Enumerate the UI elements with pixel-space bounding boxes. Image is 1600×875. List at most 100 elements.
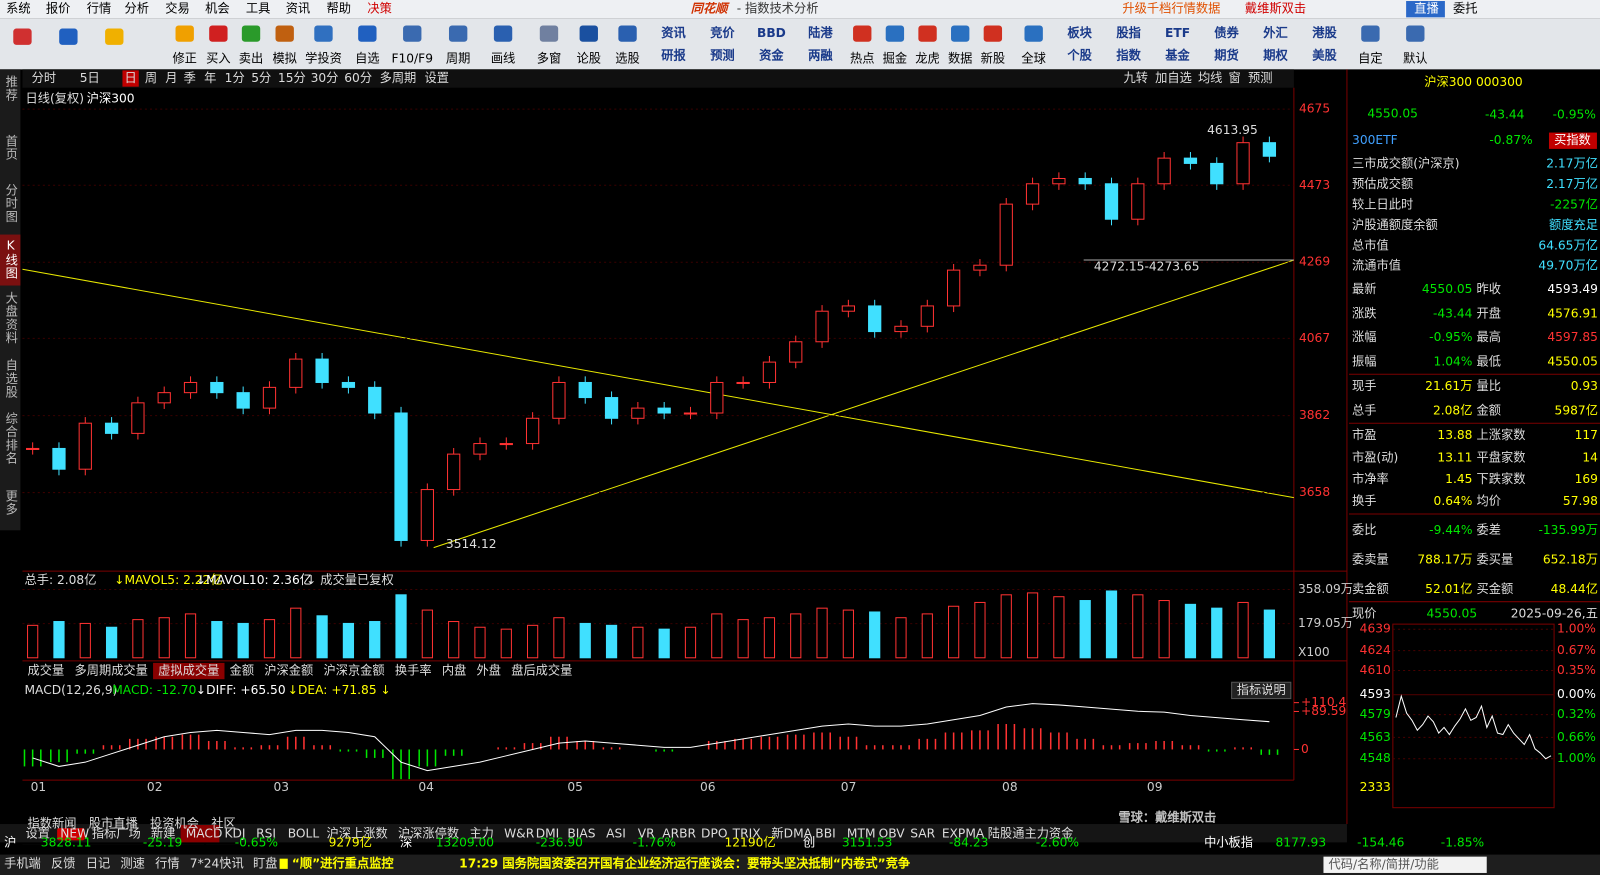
period-tab[interactable]: 季 xyxy=(184,71,196,85)
help-button[interactable]: 指标说明 xyxy=(1237,682,1286,697)
tool-button[interactable]: 模拟 xyxy=(272,52,296,66)
grid-button[interactable]: ETF xyxy=(1165,26,1190,40)
period-tab[interactable]: 5分 xyxy=(251,71,271,85)
grid-button[interactable]: 指数 xyxy=(1116,48,1141,63)
menu-item[interactable]: 报价 xyxy=(46,1,70,16)
grid-button[interactable]: BBD xyxy=(757,26,786,40)
chart-tool[interactable]: 加自选 xyxy=(1155,71,1192,85)
indicator-tab[interactable]: MACD xyxy=(186,827,223,841)
top-link[interactable]: 戴维斯双击 xyxy=(1245,1,1306,16)
side-tab[interactable]: 分时图 xyxy=(4,183,18,223)
indicator-tab[interactable]: SAR xyxy=(910,827,935,841)
indicator-tab[interactable]: VR xyxy=(638,827,655,841)
menu-item[interactable]: 系统 xyxy=(6,2,30,16)
period-tab[interactable]: 15分 xyxy=(278,71,306,85)
tool-button[interactable]: 龙虎 xyxy=(915,52,939,66)
search-box[interactable] xyxy=(1323,856,1487,873)
menu-item[interactable]: 决策 xyxy=(367,1,391,16)
volume-tab[interactable]: 换手率 xyxy=(395,663,432,678)
tool-button[interactable]: 多窗 xyxy=(537,52,561,66)
volume-tab[interactable]: 多周期成交量 xyxy=(74,663,147,678)
chart-tool[interactable]: 九转 xyxy=(1123,70,1147,85)
indicator-tab[interactable]: DPO xyxy=(701,827,727,841)
status-item[interactable]: 行情 xyxy=(155,856,179,870)
period-tab[interactable]: 周 xyxy=(145,71,157,85)
grid-button[interactable]: 资金 xyxy=(759,48,784,63)
side-tab[interactable]: 更多 xyxy=(4,490,18,517)
menu-item[interactable]: 行情 xyxy=(87,2,111,16)
volume-tab[interactable]: 外盘 xyxy=(477,663,501,678)
menu-item[interactable]: 交易 xyxy=(165,1,189,16)
volume-tab[interactable]: 金额 xyxy=(230,663,254,678)
tool-button[interactable]: 全球 xyxy=(1021,51,1045,66)
volume-tab[interactable]: 沪深金额 xyxy=(264,663,313,678)
top-link[interactable]: 直播 xyxy=(1414,2,1438,16)
indicator-tab[interactable]: 主力 xyxy=(469,827,493,841)
tool-button[interactable]: 选股 xyxy=(615,52,639,66)
tool-button[interactable]: 新股 xyxy=(981,51,1005,66)
indicator-tab[interactable]: 指标广场 xyxy=(92,826,141,841)
indicator-tab[interactable]: 设置 xyxy=(26,827,50,841)
grid-button[interactable]: 外汇 xyxy=(1262,25,1287,40)
indicator-tab[interactable]: MTM xyxy=(847,827,876,841)
volume-tab[interactable]: 沪深京金额 xyxy=(323,663,384,678)
grid-button[interactable]: 个股 xyxy=(1066,48,1092,63)
tool-button[interactable]: 卖出 xyxy=(239,52,263,66)
grid-button[interactable]: 板块 xyxy=(1067,25,1092,40)
grid-button[interactable]: 研报 xyxy=(661,48,686,63)
status-item[interactable]: 手机端 xyxy=(4,856,41,870)
period-tab[interactable]: 30分 xyxy=(311,71,339,85)
period-tab[interactable]: 分时 xyxy=(32,71,56,85)
grid-button[interactable]: 美股 xyxy=(1312,48,1337,63)
top-link[interactable]: 升级千档行情数据 xyxy=(1122,1,1220,16)
tool-button[interactable]: 默认 xyxy=(1403,51,1427,66)
tool-button[interactable]: 掘金 xyxy=(883,51,907,66)
tool-button[interactable]: 学投资 xyxy=(305,51,342,66)
tool-button[interactable]: 周期 xyxy=(446,52,470,66)
grid-button[interactable]: 资讯 xyxy=(661,25,686,40)
period-tab[interactable]: 多周期 xyxy=(380,71,417,85)
tool-button[interactable]: 数据 xyxy=(948,51,972,66)
grid-button[interactable]: 期权 xyxy=(1263,48,1288,63)
volume-tab[interactable]: 内盘 xyxy=(442,663,466,678)
period-tab[interactable]: 年 xyxy=(204,71,216,85)
grid-button[interactable]: 竞价 xyxy=(710,25,735,40)
indicator-tab[interactable]: TRIX xyxy=(732,827,761,841)
indicator-tab[interactable]: 沪深涨停数 xyxy=(398,826,459,841)
grid-button[interactable]: 股指 xyxy=(1116,25,1140,40)
bottom-tab[interactable]: 社区 xyxy=(211,816,235,831)
search-placeholder[interactable]: 代码/名称/简拼/功能 xyxy=(1329,856,1439,871)
tool-button[interactable]: F10/F9 xyxy=(391,52,433,66)
tool-button[interactable]: 论股 xyxy=(577,52,601,66)
indicator-tab[interactable]: NEW xyxy=(60,827,89,841)
indicator-tab[interactable]: ASI xyxy=(606,827,626,841)
bottom-tab[interactable]: 指数新闻 xyxy=(28,816,77,831)
indicator-tab[interactable]: EXPMA xyxy=(942,827,985,841)
indicator-tab[interactable]: RSI xyxy=(256,827,276,841)
grid-button[interactable]: 债券 xyxy=(1214,25,1239,40)
indicator-tab[interactable]: OBV xyxy=(879,827,906,841)
side-tab[interactable]: 综合排名 xyxy=(4,412,18,465)
volume-tab[interactable]: 成交量 xyxy=(28,663,65,678)
bottom-tab[interactable]: 股市直播 xyxy=(89,816,138,831)
status-item[interactable]: 日记 xyxy=(86,856,110,870)
side-tab[interactable]: 自选股 xyxy=(4,359,18,399)
buy-button[interactable]: 买指数 xyxy=(1554,132,1591,147)
tool-button[interactable]: 自定 xyxy=(1358,51,1382,66)
status-item[interactable]: 盯盘 xyxy=(253,855,277,870)
indicator-tab[interactable]: BOLL xyxy=(288,827,320,841)
menu-item[interactable]: 分析 xyxy=(124,2,148,16)
tool-button[interactable]: 修正 xyxy=(172,51,196,66)
chart-tool[interactable]: 均线 xyxy=(1198,71,1222,85)
indicator-tab[interactable]: W&R xyxy=(504,827,535,841)
menu-item[interactable]: 工具 xyxy=(246,2,270,16)
menu-item[interactable]: 帮助 xyxy=(327,2,351,16)
menu-item[interactable]: 资讯 xyxy=(286,2,310,16)
grid-button[interactable]: 期货 xyxy=(1214,48,1238,63)
status-item[interactable]: 测速 xyxy=(120,856,144,870)
menu-item[interactable]: 机会 xyxy=(205,2,229,16)
volume-tab[interactable]: 盘后成交量 xyxy=(511,663,572,678)
status-item[interactable]: 反馈 xyxy=(51,856,75,870)
grid-button[interactable]: 两融 xyxy=(808,48,833,63)
indicator-tab[interactable]: BIAS xyxy=(567,827,595,841)
